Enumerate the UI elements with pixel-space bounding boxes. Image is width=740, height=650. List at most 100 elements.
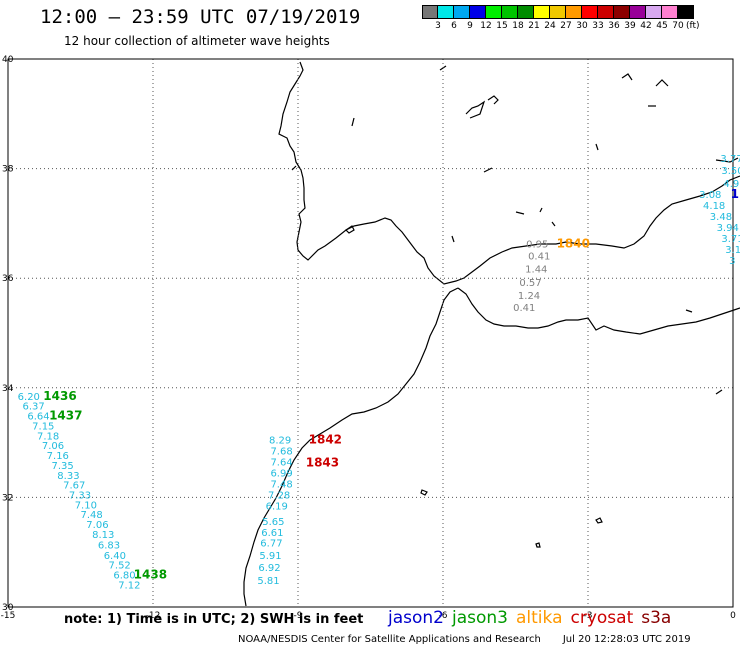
- wave-height-value: 7.67: [63, 481, 85, 492]
- lon-tick-label: -12: [146, 611, 161, 621]
- pass-time-label: 1436: [43, 389, 76, 403]
- legend-swatch: [646, 5, 662, 19]
- coastline-north-africa: [457, 287, 740, 335]
- wave-height-value: 7.10: [75, 500, 97, 511]
- inland-feature-17: [291, 165, 297, 171]
- legend-swatch: [534, 5, 550, 19]
- legend-swatch: [582, 5, 598, 19]
- lon-tick-label: -15: [1, 611, 16, 621]
- units-note: note: 1) Time is in UTC; 2) SWH is in fe…: [64, 612, 364, 627]
- inland-feature-4: [621, 73, 633, 81]
- legend-label: 21: [528, 21, 540, 31]
- coastline-portugal: [278, 61, 740, 285]
- lat-tick-label: 36: [2, 274, 14, 284]
- pass-time-label: 1843: [306, 456, 339, 470]
- wave-height-value: 7.68: [270, 447, 292, 458]
- legend-swatch: [550, 5, 566, 19]
- legend-label: 42: [640, 21, 652, 31]
- wave-height-value: 3.77: [720, 154, 740, 165]
- pass-time-label: 1842: [309, 433, 342, 447]
- map-frame: [7, 58, 734, 608]
- inland-feature-11: [551, 221, 556, 227]
- wave-height-value: 0.57: [519, 278, 541, 289]
- axis-labels: -15 -12 -9 -6 -3 0 30 32 34 36 38 40: [1, 55, 736, 621]
- inland-feature-2: [465, 100, 486, 119]
- wave-height-value: 7.48: [270, 480, 292, 491]
- wave-height-value: 7.35: [52, 461, 74, 472]
- inland-feature-7: [715, 157, 739, 163]
- wave-height-value: 3.48: [710, 212, 732, 223]
- wave-height-value: 3.71: [721, 234, 740, 245]
- wave-height-value: 6.40: [104, 551, 126, 562]
- wave-height-value: 7.12: [118, 580, 140, 591]
- island-2: [420, 489, 428, 496]
- island-4: [535, 542, 541, 548]
- wave-height-value: 1.44: [525, 265, 547, 276]
- legend-label: 12: [480, 21, 492, 31]
- coastline-morocco: [243, 287, 459, 607]
- map-subtitle: 12 hour collection of altimeter wave hei…: [64, 34, 330, 48]
- wave-height-value: 7.16: [47, 451, 69, 462]
- wave-height-value: 5.91: [259, 551, 281, 562]
- legend-label: 15: [496, 21, 508, 31]
- wave-height-value: 4.18: [703, 201, 725, 212]
- wave-height-value: 7.15: [32, 421, 54, 432]
- legend-labels: 3 6 9 12 15 18 21 24 27 30 33 36 39 42 45 70 (ft): [422, 19, 740, 33]
- satellite-name: altika: [516, 608, 563, 628]
- legend-label: 24: [544, 21, 556, 31]
- wave-height-value: 7.06: [86, 520, 108, 531]
- pass-time-label: 1840: [557, 237, 590, 251]
- legend-swatch: [678, 5, 694, 19]
- legend-swatch: [422, 5, 438, 19]
- inland-feature-15: [685, 309, 693, 313]
- wave-height-value: 3.94: [717, 223, 739, 234]
- legend-swatch: [566, 5, 582, 19]
- wave-height-value: 6.92: [258, 563, 280, 574]
- wave-height-value: 7.33: [69, 490, 91, 501]
- lat-tick-label: 30: [2, 603, 14, 613]
- wave-height-value: 7.18: [37, 431, 59, 442]
- lon-tick-label: -9: [294, 611, 303, 621]
- satellite-name: s3a: [641, 608, 672, 628]
- satellite-name: cryosat: [570, 608, 634, 628]
- inland-feature-13: [595, 143, 599, 151]
- legend-label: 9: [467, 21, 473, 31]
- satellite-name: jason2: [388, 608, 444, 628]
- altimeter-tracks: 6.206.376.647.157.187.067.167.358.337.67…: [18, 154, 740, 591]
- lat-tick-label: 32: [2, 493, 13, 503]
- legend-label: 45: [656, 21, 668, 31]
- wave-height-value: 5.65: [262, 517, 284, 528]
- wave-height-value: 6.77: [260, 539, 282, 550]
- wave-height-value: 0.41: [528, 252, 550, 263]
- legend-swatch: [502, 5, 518, 19]
- wave-height-value: 0.95: [526, 240, 548, 251]
- legend-label: 3: [435, 21, 441, 31]
- legend-label: 39: [624, 21, 636, 31]
- wave-height-value: 3: [729, 256, 735, 267]
- wave-height-value: 3.50: [721, 166, 740, 177]
- lon-tick-label: -3: [584, 611, 593, 621]
- legend-swatches: [422, 5, 740, 19]
- satellite-name: jason3: [452, 608, 508, 628]
- legend-swatch: [518, 5, 534, 19]
- legend-label: 36: [608, 21, 620, 31]
- inland-feature-14: [715, 389, 723, 395]
- wave-height-value: 6.37: [23, 402, 45, 413]
- wave-height-value: 6.20: [18, 392, 40, 403]
- lon-tick-label: 0: [730, 611, 736, 621]
- wave-height-value: 6.19: [266, 501, 288, 512]
- wave-height-value: 8.29: [269, 436, 291, 447]
- pass-time-label: 1438: [134, 568, 167, 582]
- wave-height-value: 8.33: [57, 471, 79, 482]
- coastline: [243, 61, 740, 607]
- legend-swatch: [470, 5, 486, 19]
- wave-height-value: 6.80: [113, 571, 135, 582]
- credit-org: NOAA/NESDIS Center for Satellite Applica…: [238, 634, 541, 645]
- legend-label: 30: [576, 21, 588, 31]
- wave-height-value: 7.06: [42, 441, 64, 452]
- wave-height-value: 0.41: [513, 303, 535, 314]
- legend-swatch: [486, 5, 502, 19]
- wave-height-value: 1.24: [518, 291, 540, 302]
- pass-time-label: 1437: [49, 409, 82, 423]
